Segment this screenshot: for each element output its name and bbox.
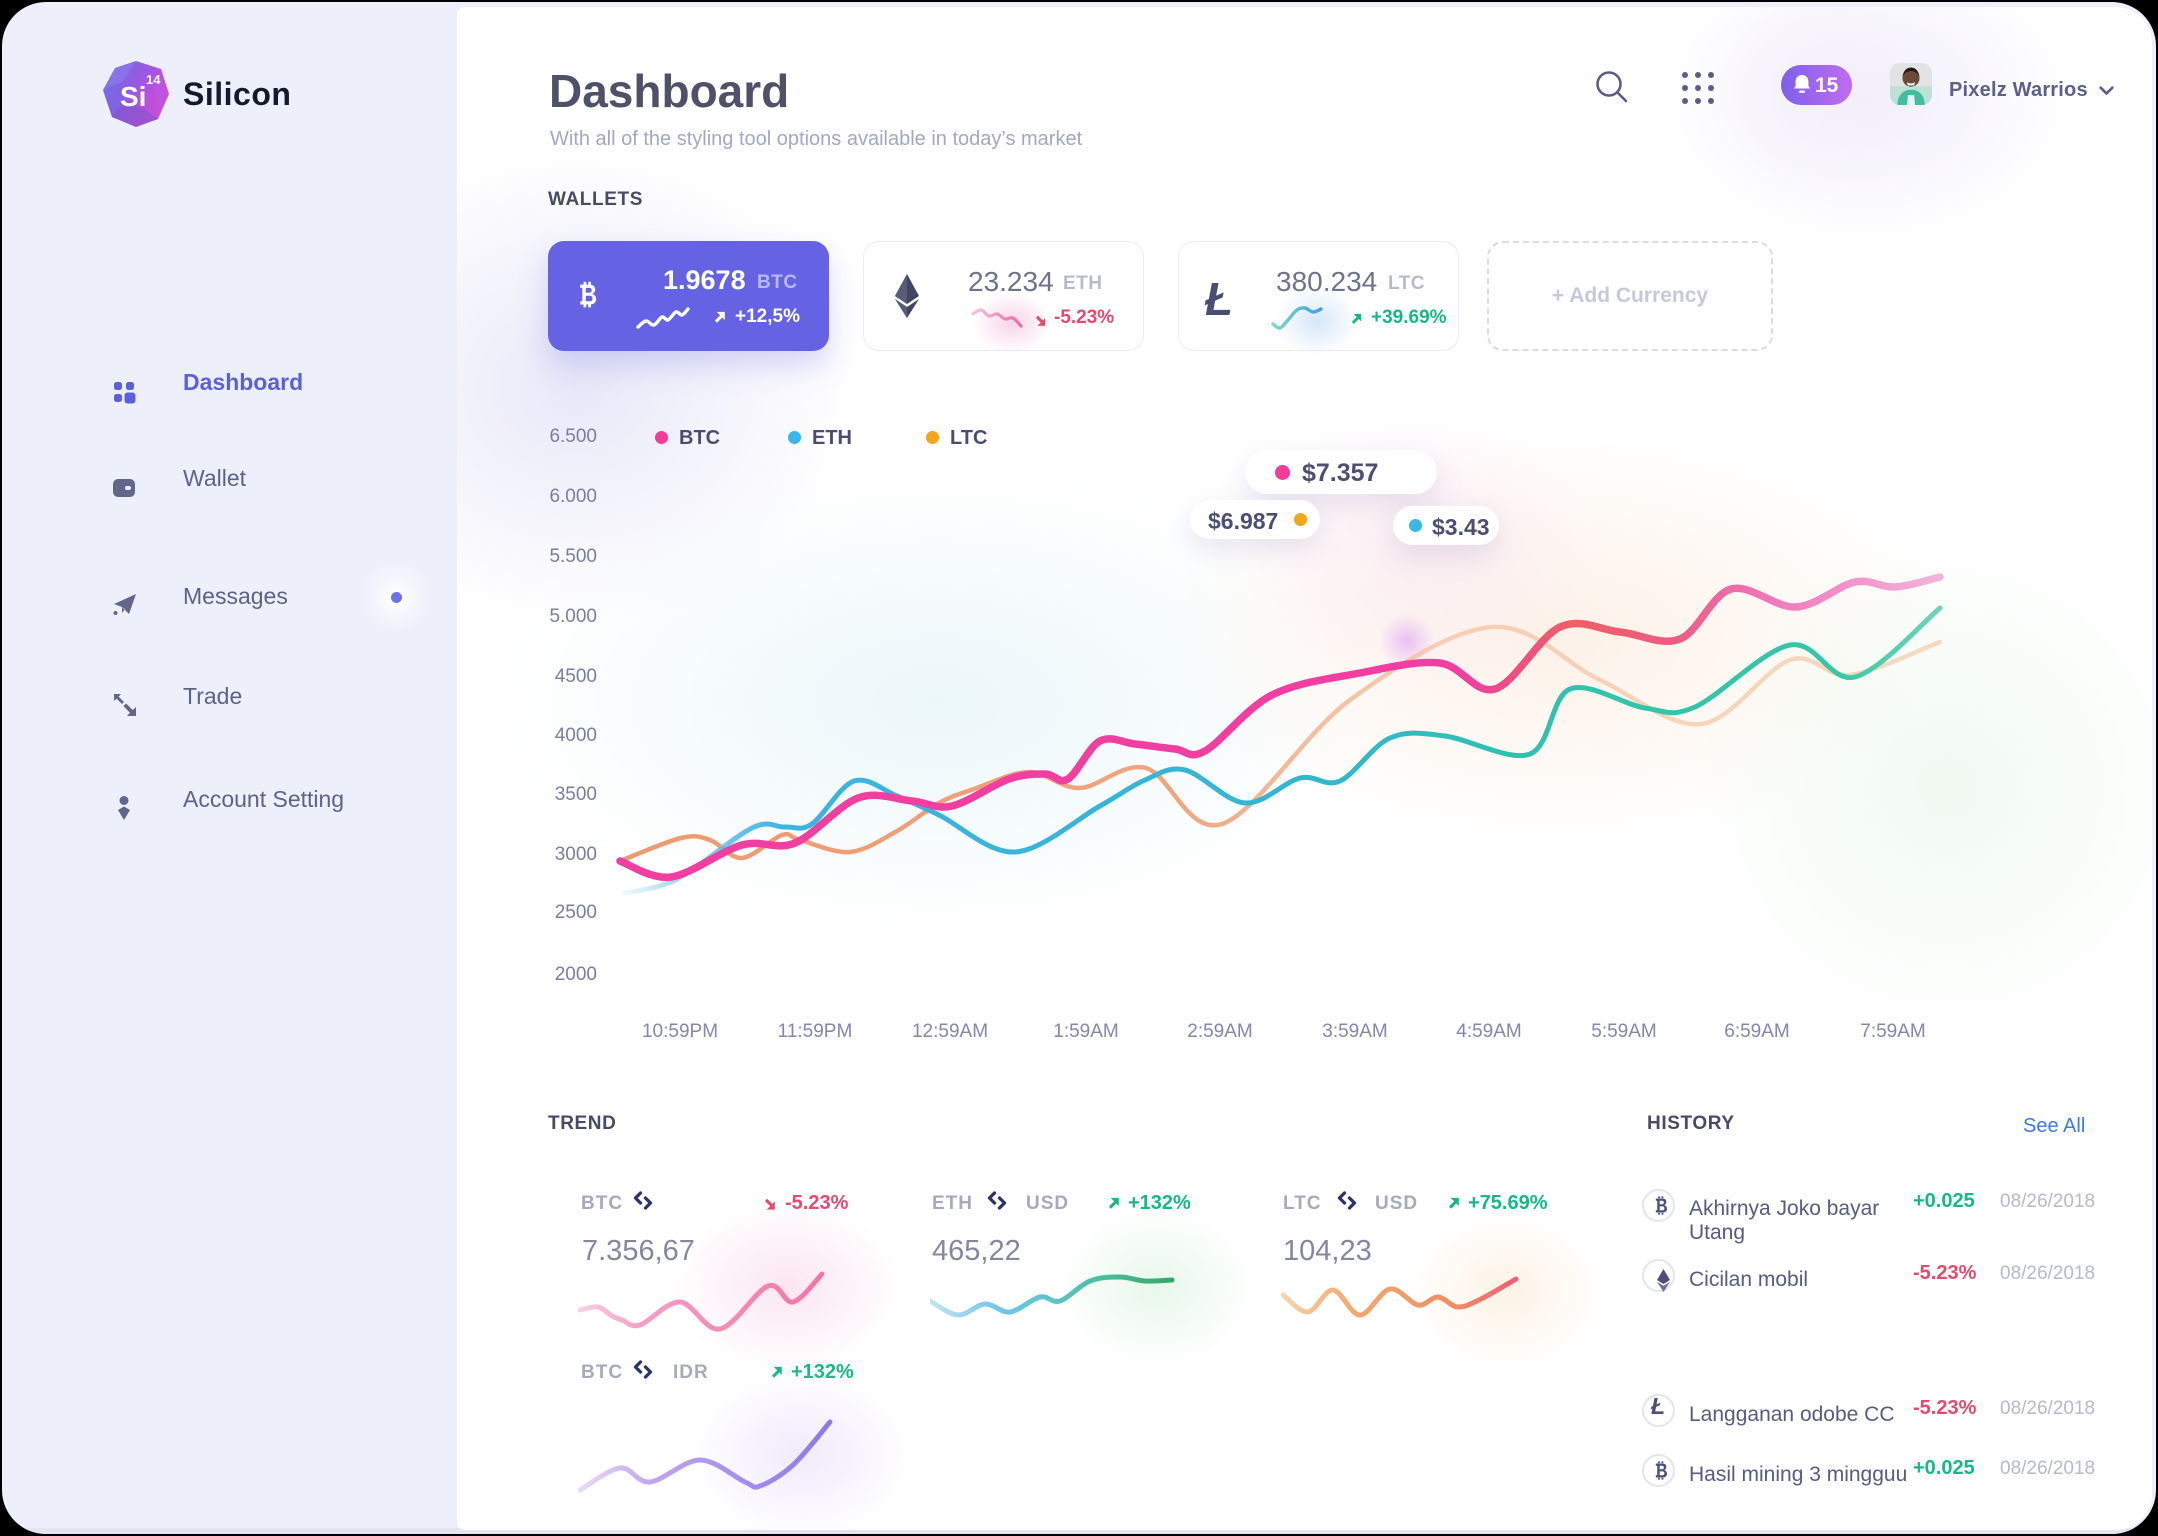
svg-text:14: 14 <box>146 72 161 87</box>
svg-text:Si: Si <box>120 81 146 112</box>
